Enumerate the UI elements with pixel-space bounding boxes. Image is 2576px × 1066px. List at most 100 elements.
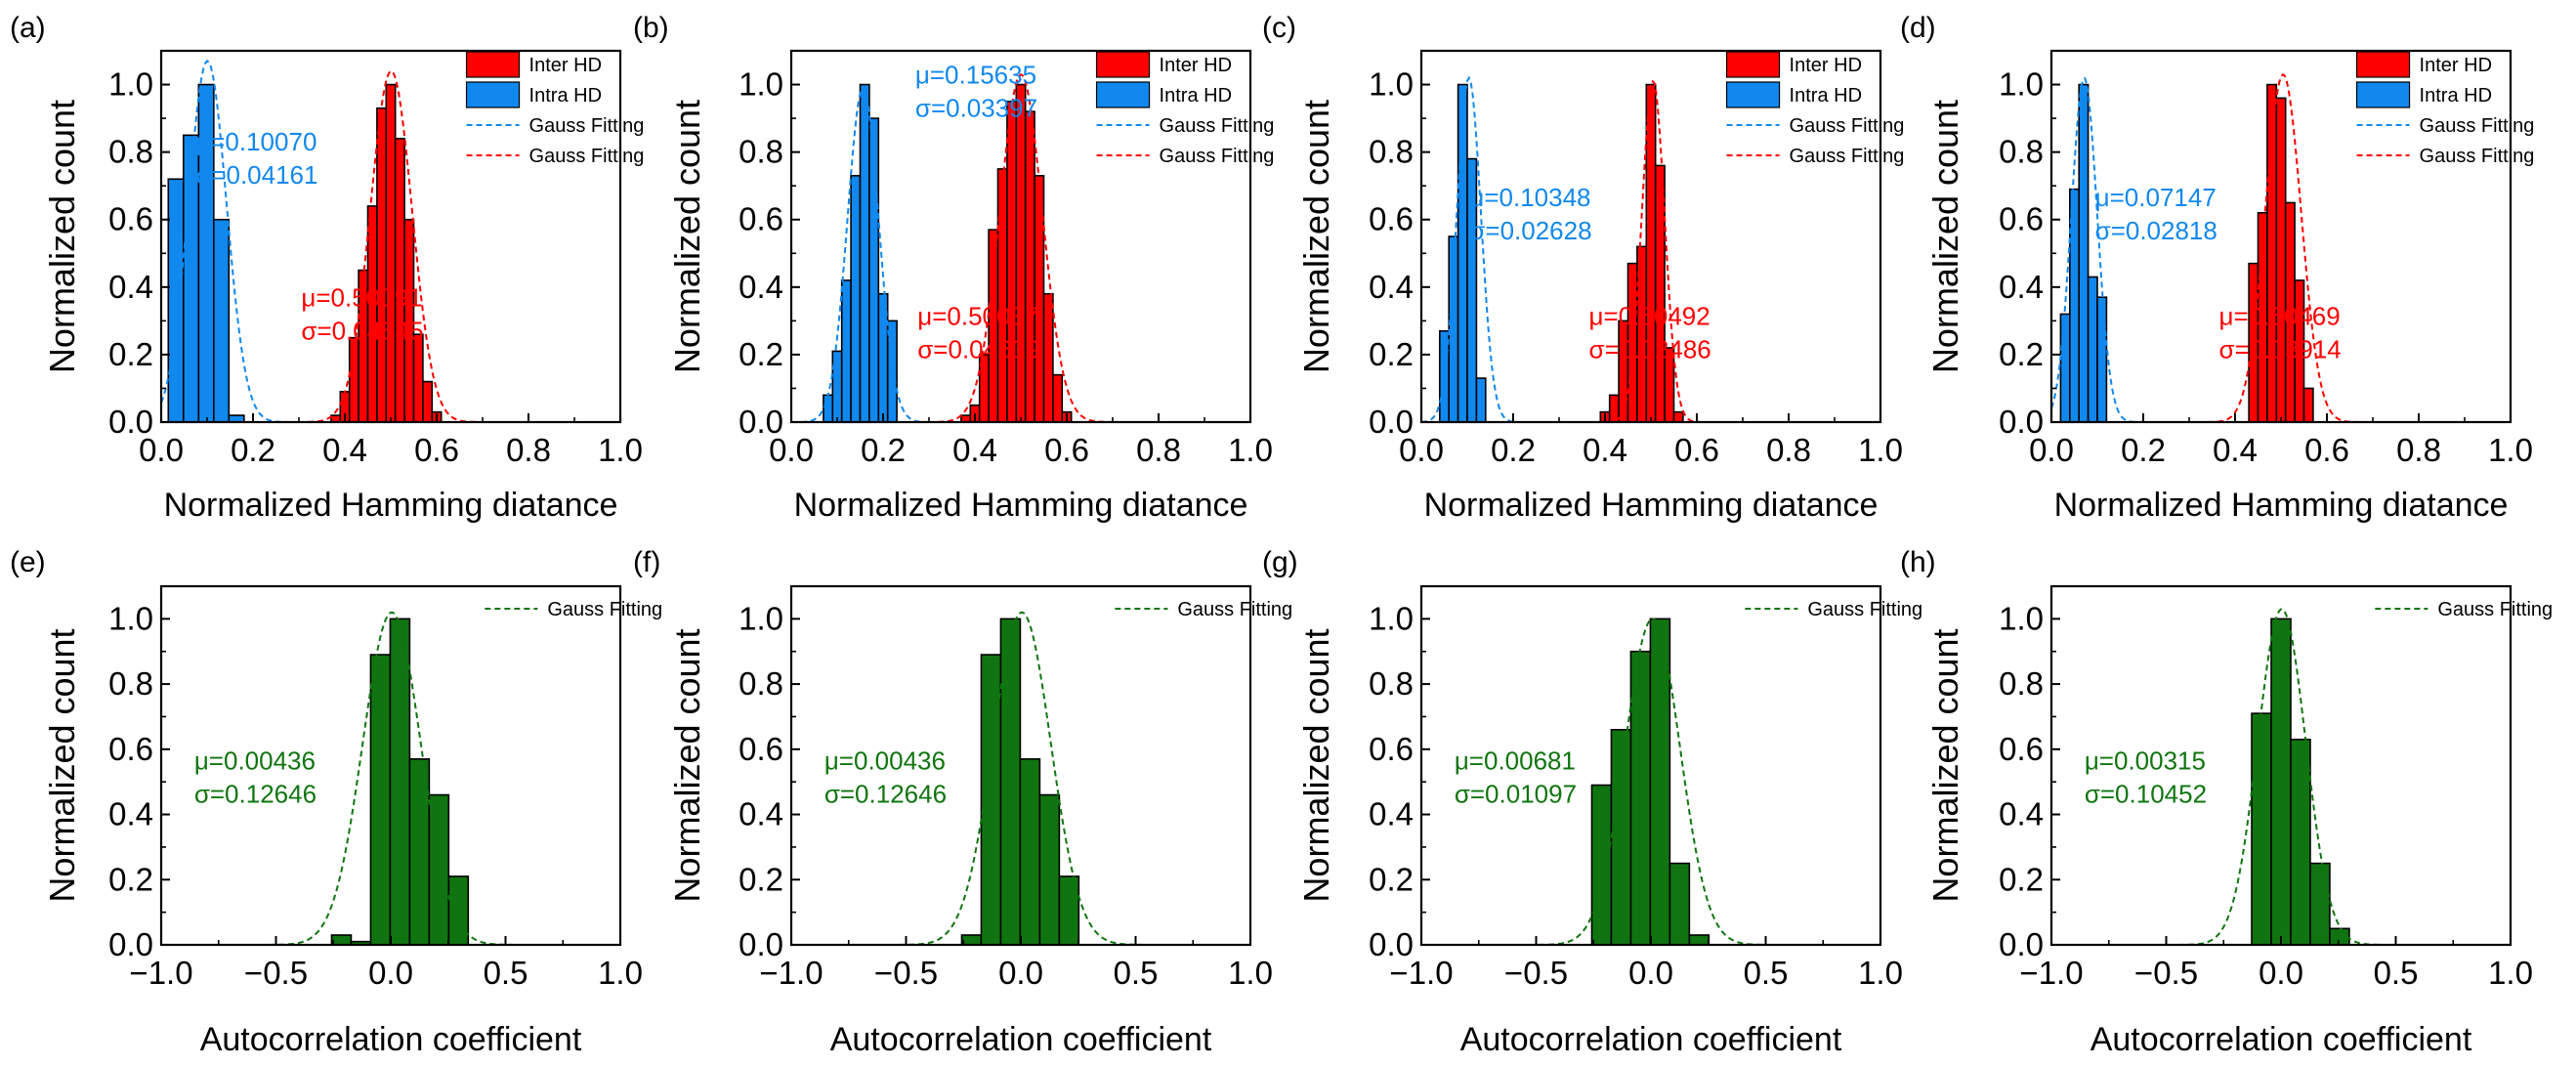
fit-annotation: σ=0.03914 [2219,335,2342,364]
fit-annotation: μ=0.00315 [2085,746,2206,775]
x-tick-label: −0.5 [874,955,938,991]
x-tick-label: 0.5 [1744,955,1789,991]
bar [1610,728,1632,946]
legend-label: Inter HD [529,55,602,76]
fit-annotation: μ=0.07147 [2095,183,2217,212]
bar [1019,758,1041,946]
x-tick-label: 0.0 [1399,432,1444,468]
x-tick-label: 0.8 [1136,432,1181,468]
x-tick-label: −0.5 [1504,955,1568,991]
y-axis-label: Normalized count [667,628,707,902]
y-tick-label: 0.6 [739,201,783,237]
legend-swatch [2355,51,2411,78]
y-tick-label: 0.2 [1999,861,2044,897]
y-tick-label: 0.4 [739,269,783,305]
fit-annotation: μ=0.50037 [917,302,1038,331]
panel-e: (e) 0.0 0.2 0.4 0.6 0.8 1.0 −1.0 −0.5 0.0 0.5 1.0 Au… [10,546,662,1058]
y-tick-label: 0.0 [108,926,153,962]
fit-annotation: μ=0.50091 [301,283,422,313]
y-tick-label: 1.0 [1999,66,2044,103]
bar [1629,650,1652,946]
fit-annotation: μ=0.50492 [1589,302,1710,331]
y-tick-label: 0.0 [1999,404,2044,440]
bar [1015,83,1027,423]
bar [1672,410,1684,423]
bar [2087,276,2098,423]
bar [1654,164,1666,423]
bar [2309,862,2331,946]
fit-annotation: σ=0.03397 [915,94,1037,123]
bar [213,218,231,423]
bar [1645,83,1657,423]
x-tick-label: 0.2 [861,432,906,468]
bar [167,178,185,423]
bar [394,138,405,423]
y-tick-label: 0.2 [108,336,153,372]
legend-swatch [465,81,521,108]
x-tick-label: 1.0 [2488,432,2533,468]
gauss-fit-curve [1421,79,1880,423]
y-tick-label: 0.2 [1369,861,1414,897]
legend-label: Gauss Fitting [529,146,645,167]
y-tick-label: 0.0 [739,926,783,962]
legend-label: Inter HD [1790,55,1862,76]
x-axis-label: Normalized Hamming diatance [164,487,618,524]
legend-swatch [2355,81,2411,108]
legend-label: Gauss Fitting [1790,115,1905,137]
fit-annotation: μ=0.00436 [194,746,316,775]
bar [412,333,424,423]
y-tick-label: 0.8 [108,134,153,170]
y-tick-label: 0.4 [1999,269,2044,305]
fit-annotation: σ=0.12646 [824,779,947,808]
x-tick-label: 1.0 [1858,432,1903,468]
fit-annotation: σ=0.04161 [195,160,317,190]
legend: Gauss Fitting [485,599,662,620]
legend: Inter HD Intra HD Gauss Fitting Gauss Fitti… [1095,51,1275,167]
bar [868,117,880,423]
legend-label: Inter HD [2420,55,2492,76]
bar [2078,83,2090,423]
bar [1038,793,1061,946]
bar [1006,101,1018,423]
panel-g: (g) 0.0 0.2 0.4 0.6 0.8 1.0 −1.0 −0.5 0.0 0.5 1.0 Au… [1262,546,1922,1058]
x-tick-label: 0.4 [322,432,367,468]
legend-label: Intra HD [1160,85,1232,107]
y-tick-label: 0.8 [1369,665,1414,702]
bar [408,758,431,946]
y-tick-label: 0.6 [739,731,783,767]
y-tick-label: 0.2 [108,861,153,897]
bar [376,107,388,423]
x-axis-label: Normalized Hamming diatance [794,487,1248,524]
bar [366,205,378,423]
bar [2251,712,2272,946]
x-tick-label: 1.0 [1858,955,1903,991]
y-tick-label: 1.0 [108,600,153,636]
legend-label: Gauss Fitting [1160,146,1275,167]
bar [385,83,397,423]
y-axis-label: Normalized count [42,100,82,373]
bar [1052,373,1064,423]
x-tick-label: 0.2 [2121,432,2166,468]
x-tick-label: −1.0 [129,955,192,991]
legend-label: Inter HD [1160,55,1232,76]
gauss-fit-curve [791,72,1250,423]
legend-swatch [1725,81,1781,108]
panel-c: (c) 0.0 0.2 0.4 0.6 0.8 1.0 0.0 0.2 0.4 0.6 0.8 1.0 N… [1262,12,1904,524]
y-tick-label: 0.8 [108,665,153,702]
fit-annotation: μ=0.15635 [915,61,1036,90]
y-tick-label: 0.4 [1999,796,2044,832]
x-tick-label: 0.0 [368,955,413,991]
panel-label: (d) [1900,12,1936,44]
fit-annotation: σ=0.02486 [1589,335,1711,364]
y-tick-label: 1.0 [739,600,783,636]
y-tick-label: 0.8 [739,134,783,170]
legend-label: Gauss Fitting [2437,599,2553,620]
panel-label: (g) [1262,546,1298,578]
bar [1042,292,1054,423]
x-tick-label: 0.0 [769,432,814,468]
legend-swatch [465,51,521,78]
fit-annotation: μ=0.00436 [824,746,946,775]
panel-label: (b) [633,12,669,44]
y-tick-label: 0.2 [739,336,783,372]
x-tick-label: 0.4 [1583,432,1627,468]
